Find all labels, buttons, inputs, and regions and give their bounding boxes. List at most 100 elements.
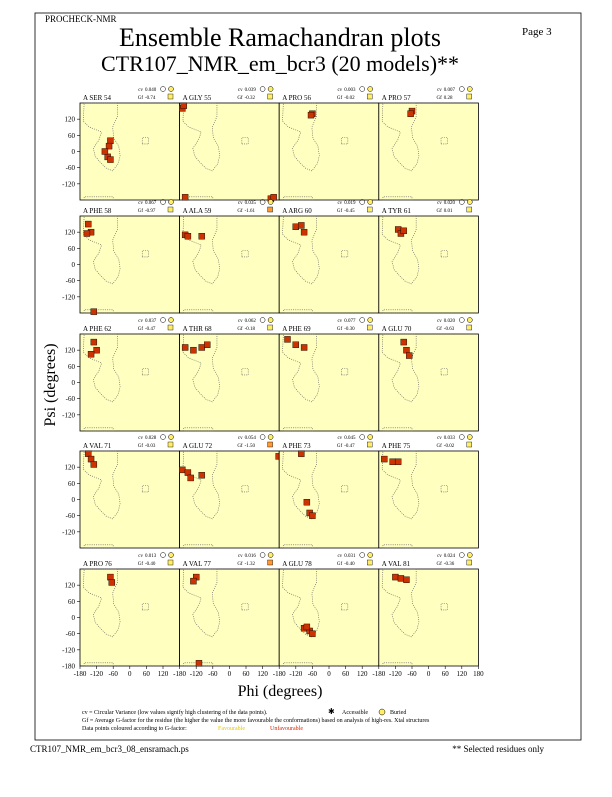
data-point — [307, 111, 315, 119]
data-point — [105, 142, 113, 150]
gf-square — [167, 324, 174, 331]
y-tick-label: 120 — [65, 229, 76, 237]
cv-prefix: cv — [337, 201, 342, 206]
region-outline — [382, 662, 413, 667]
cv-value: 0.035 — [245, 201, 257, 206]
gf-prefix: Gf — [337, 209, 343, 214]
gf-square — [466, 441, 472, 448]
legend-accessible: Accessible — [342, 710, 368, 716]
footer-file: CTR107_NMR_em_bcr3_08_ensramach.ps — [30, 744, 189, 754]
cv-prefix: cv — [437, 554, 442, 559]
gf-value: -0.40 — [344, 562, 355, 567]
residue-label: A SER 54 — [83, 94, 112, 102]
cv-prefix: cv — [238, 436, 243, 441]
region-outline — [83, 309, 114, 314]
residue-label: A TYR 61 — [382, 207, 412, 215]
gf-prefix: Gf — [138, 209, 144, 214]
y-tick-label: 120 — [65, 116, 76, 124]
cv-value: 0.020 — [444, 319, 456, 324]
residue-label: A GLU 78 — [282, 560, 312, 568]
cv-prefix: cv — [437, 201, 442, 206]
residue-label: A VAL 71 — [83, 442, 112, 450]
cv-icon — [359, 199, 365, 205]
legend-buried: Buried — [390, 710, 406, 716]
y-tick-label: -120 — [62, 528, 75, 536]
data-point — [85, 450, 92, 457]
gf-square — [267, 441, 273, 448]
cv-value: 0.039 — [245, 88, 257, 93]
region-outline — [382, 309, 413, 314]
x-tick-label: -180 — [74, 670, 87, 678]
y-tick-label: 120 — [65, 582, 76, 590]
data-point — [397, 575, 405, 582]
region-outline — [283, 309, 313, 314]
cv-prefix: cv — [437, 436, 442, 441]
footer-note: ** Selected residues only — [452, 744, 544, 754]
residue-label: A PRO 56 — [282, 94, 311, 102]
cv-icon — [259, 317, 266, 323]
cv-value: 0.031 — [344, 554, 356, 559]
plot-area — [378, 568, 479, 667]
gf-square — [167, 441, 174, 448]
cv-icon — [467, 199, 473, 205]
cv-icon — [459, 199, 465, 205]
plot-area — [79, 215, 180, 314]
plot-area — [378, 450, 479, 549]
gf-prefix: Gf — [237, 96, 243, 101]
data-point — [180, 102, 187, 109]
cv-icon — [367, 434, 373, 440]
y-tick-label: 0 — [72, 261, 76, 269]
y-tick-label: 0 — [72, 148, 76, 156]
cv-icon — [459, 434, 465, 440]
data-point — [83, 230, 91, 237]
cv-prefix: cv — [337, 88, 342, 93]
gf-square — [466, 559, 472, 566]
gf-prefix: Gf — [237, 327, 243, 332]
cv-icon — [467, 552, 473, 558]
y-axis-label: Psi (degrees) — [42, 343, 59, 426]
x-tick-label: -180 — [273, 670, 286, 678]
gf-prefix: Gf — [237, 444, 243, 449]
page-number: Page 3 — [522, 26, 552, 38]
x-tick-label: -120 — [190, 670, 203, 678]
gf-square — [466, 206, 472, 213]
gf-square — [367, 441, 373, 448]
cv-icon — [259, 86, 266, 92]
cv-icon — [459, 317, 465, 323]
gf-prefix: Gf — [337, 96, 343, 101]
data-point — [107, 137, 114, 144]
y-tick-label: -120 — [62, 180, 75, 188]
gf-prefix: Gf — [237, 209, 243, 214]
cv-icon — [160, 199, 166, 205]
gf-square — [167, 206, 174, 213]
cv-prefix: cv — [238, 554, 243, 559]
plot-area — [278, 450, 380, 549]
data-point — [309, 630, 316, 637]
plot-area — [179, 102, 280, 201]
gf-value: -0.40 — [145, 562, 156, 567]
x-tick-label: -180 — [372, 670, 385, 678]
y-tick-label: -120 — [62, 411, 75, 419]
x-tick-label: -180 — [173, 670, 186, 678]
data-point — [107, 573, 114, 581]
y-tick-label: -120 — [62, 293, 75, 301]
cv-prefix: cv — [138, 554, 143, 559]
data-point — [190, 577, 197, 585]
cv-value: 0.040 — [145, 88, 157, 93]
cv-icon — [168, 434, 174, 440]
accessible-icon: ✱ — [328, 707, 335, 716]
x-tick-label: 0 — [128, 670, 132, 678]
data-point — [190, 346, 197, 354]
data-point — [187, 474, 194, 482]
residue-label: A VAL 77 — [183, 560, 212, 568]
x-tick-label: 60 — [342, 670, 350, 678]
y-tick-label: 120 — [65, 464, 76, 472]
gf-value: -0.32 — [245, 96, 256, 101]
buried-icon — [378, 708, 386, 716]
x-tick-label: 60 — [243, 670, 251, 678]
residue-label: A PRO 57 — [382, 94, 411, 102]
data-point — [90, 461, 98, 468]
region-outline — [83, 196, 114, 201]
x-tick-label: -60 — [308, 670, 318, 678]
